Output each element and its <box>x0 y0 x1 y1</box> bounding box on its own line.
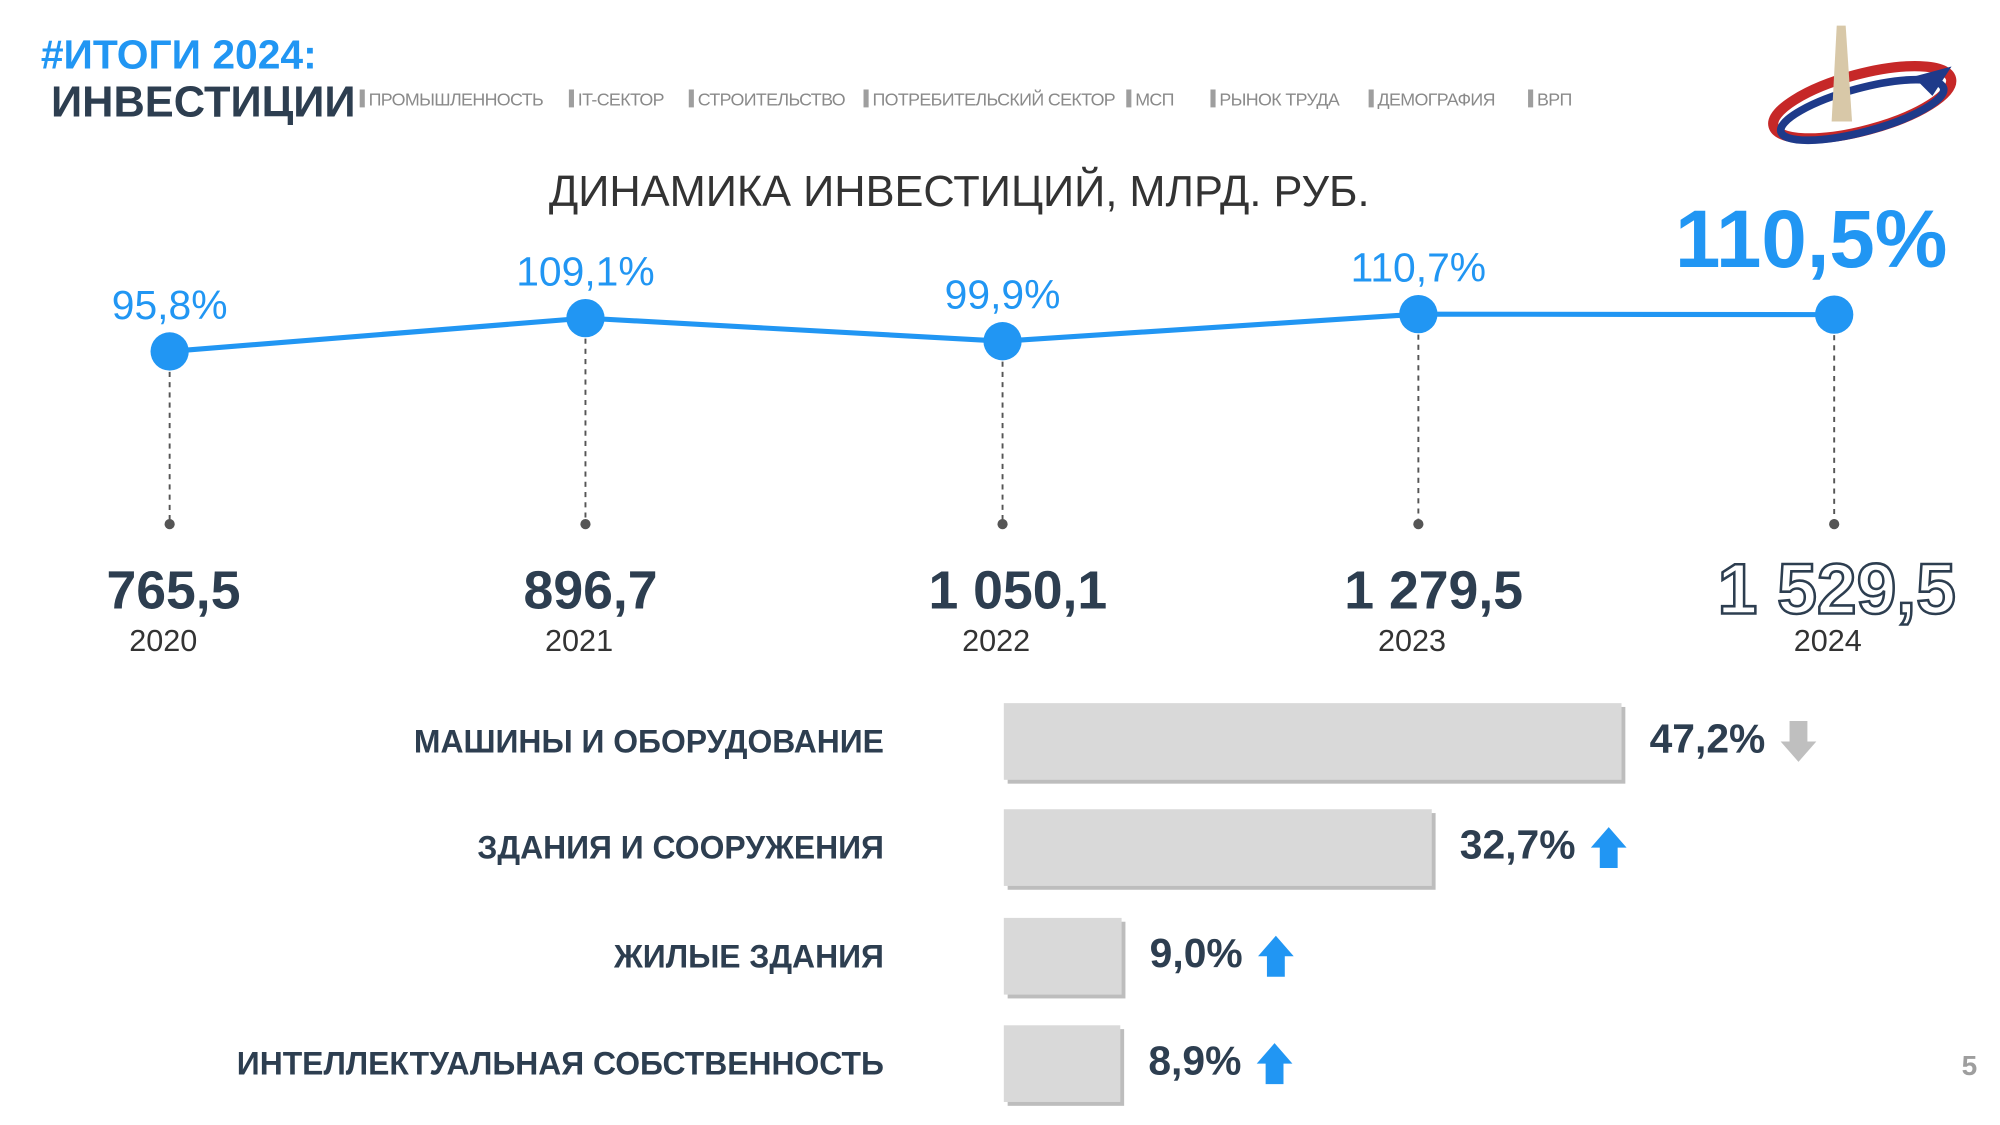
year-label: 2024 <box>1794 624 1862 658</box>
bar <box>1003 809 1432 886</box>
nav-marker <box>1528 89 1534 108</box>
nav-item[interactable]: ДЕМОГРАФИЯ <box>1378 90 1496 110</box>
trend-arrow <box>1256 1043 1293 1085</box>
header-tag: #ИТОГИ 2024: <box>41 31 317 77</box>
value-label: 9,0% <box>1150 930 1243 976</box>
trend-arrow <box>1780 721 1817 762</box>
chart-title: ДИНАМИКА ИНВЕСТИЦИЙ, МЛРД. РУБ. <box>549 167 1370 216</box>
nav-item[interactable]: ПОТРЕБИТЕЛЬСКИЙ СЕКТОР <box>872 89 1115 110</box>
nav-item[interactable]: ПРОМЫШЛЕННОСТЬ <box>369 90 544 110</box>
point <box>150 332 189 371</box>
nav-marker <box>863 89 869 108</box>
trend-arrow <box>1590 827 1627 869</box>
logo <box>1768 25 1957 145</box>
bar <box>1003 703 1622 780</box>
nav-item[interactable]: ВРП <box>1537 90 1572 110</box>
category-label: ИНТЕЛЛЕКТУАЛЬНАЯ СОБСТВЕННОСТЬ <box>237 1046 884 1082</box>
category-label: МАШИНЫ И ОБОРУДОВАНИЕ <box>414 723 884 759</box>
category-label: ЗДАНИЯ И СООРУЖЕНИЯ <box>477 830 883 866</box>
year-label: 2020 <box>129 624 197 658</box>
point <box>1815 295 1854 334</box>
point <box>1399 294 1438 334</box>
nav-marker <box>359 89 365 108</box>
year-label: 2023 <box>1378 624 1446 658</box>
point-label: 109,1% <box>516 248 654 294</box>
point-label: 110,5% <box>1675 194 1947 285</box>
trend-arrow <box>1258 935 1294 977</box>
year-label: 2022 <box>962 624 1030 658</box>
drop-dot <box>580 519 591 530</box>
amount-label: 765,5 <box>106 561 240 621</box>
header-title: ИНВЕСТИЦИИ <box>51 78 356 126</box>
page-number: 5 <box>1962 1050 1978 1081</box>
drop-dot <box>1829 519 1840 530</box>
nav-item[interactable]: МСП <box>1135 90 1174 110</box>
bar <box>1003 917 1122 995</box>
nav-marker <box>1126 89 1132 108</box>
drop-dot <box>997 519 1008 530</box>
bar <box>1003 1025 1121 1102</box>
amount-label: 1 529,5 <box>1718 549 1956 629</box>
year-label: 2021 <box>545 624 613 658</box>
value-label: 47,2% <box>1650 715 1766 761</box>
value-label: 8,9% <box>1148 1037 1241 1083</box>
point <box>566 298 605 338</box>
category-label: ЖИЛЫЕ ЗДАНИЯ <box>613 938 884 974</box>
nav-marker <box>688 89 694 108</box>
drop-dot <box>1413 519 1424 530</box>
nav-marker <box>1210 89 1216 108</box>
amount-label: 1 279,5 <box>1344 561 1523 621</box>
nav-marker <box>568 89 574 108</box>
amount-label: 1 050,1 <box>928 561 1107 621</box>
nav-marker <box>1368 89 1374 108</box>
point-label: 110,7% <box>1351 244 1486 290</box>
drop-dot <box>164 519 175 530</box>
point <box>983 321 1022 361</box>
nav-item[interactable]: РЫНОК ТРУДА <box>1219 90 1340 110</box>
nav-item[interactable]: IT-СЕКТОР <box>578 90 665 110</box>
point-label: 95,8% <box>112 282 228 328</box>
point-label: 99,9% <box>945 271 1061 317</box>
nav-item[interactable]: СТРОИТЕЛЬСТВО <box>698 90 847 110</box>
value-label: 32,7% <box>1460 821 1576 867</box>
amount-label: 896,7 <box>524 561 658 621</box>
